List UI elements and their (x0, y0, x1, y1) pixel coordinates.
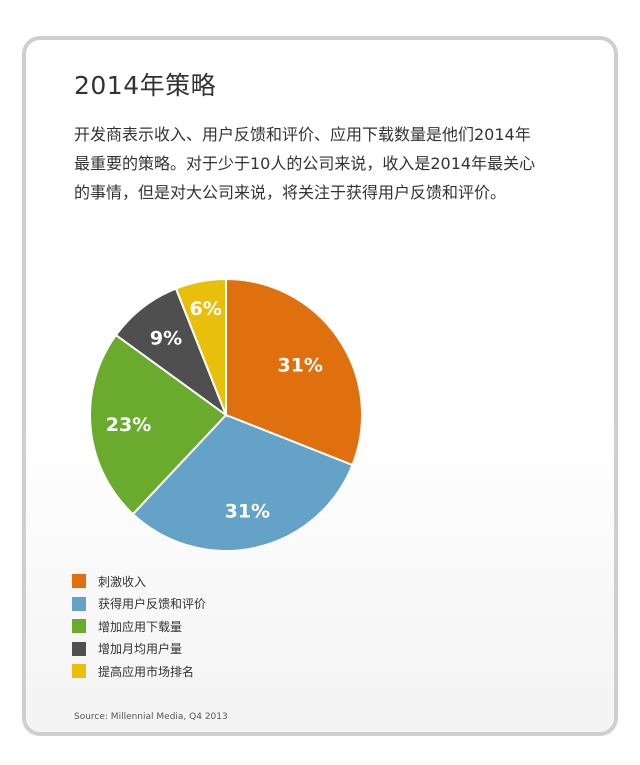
legend: 刺激收入 获得用户反馈和评价 增加应用下载量 增加月均用户量 提高应用市场排名 (72, 570, 206, 683)
pie-data-label: 9% (150, 328, 182, 350)
legend-label: 获得用户反馈和评价 (98, 597, 207, 612)
pie-data-label: 23% (106, 414, 151, 436)
slice-ranking (174, 277, 227, 416)
intro-text: 开发商表示收入、用户反馈和评价、应用下载数量是他们2014年 最重要的策略。对于… (74, 120, 574, 207)
legend-swatch (72, 574, 86, 589)
pie-data-label: 31% (277, 355, 322, 377)
pie-data-label: 31% (225, 501, 270, 523)
intro-line: 的事情，但是对大公司来说，将关注于获得用户反馈和评价。 (74, 183, 507, 202)
legend-label: 增加月均用户量 (98, 642, 183, 657)
pie-chart: 31% 31% 23% 9% 6% (81, 270, 371, 560)
legend-label: 增加应用下载量 (98, 619, 183, 634)
chart-card: 2014年策略 开发商表示收入、用户反馈和评价、应用下载数量是他们2014年 最… (22, 36, 618, 736)
slice-feedback (131, 413, 354, 552)
legend-swatch (72, 641, 86, 656)
legend-swatch (72, 619, 86, 634)
chart-title: 2014年策略 (74, 71, 217, 100)
legend-swatch (72, 664, 86, 679)
legend-swatch (72, 596, 86, 611)
slice-downloads (89, 333, 228, 516)
legend-label: 提高应用市场排名 (98, 664, 195, 679)
intro-line: 最重要的策略。对于少于10人的公司来说，收入是2014年最关心 (74, 154, 536, 173)
pie-svg: 31% 31% 23% 9% 6% (89, 277, 363, 552)
legend-item: 增加应用下载量 (72, 615, 206, 638)
legend-item: 提高应用市场排名 (72, 660, 206, 683)
legend-item: 刺激收入 (72, 570, 206, 593)
source-note: Source: Millennial Media, Q4 2013 (74, 712, 228, 722)
legend-item: 获得用户反馈和评价 (72, 593, 206, 616)
slice-revenue (225, 277, 363, 467)
pie-data-label: 6% (189, 298, 221, 320)
intro-line: 开发商表示收入、用户反馈和评价、应用下载数量是他们2014年 (74, 125, 531, 144)
legend-item: 增加月均用户量 (72, 638, 206, 661)
legend-label: 刺激收入 (98, 574, 147, 589)
